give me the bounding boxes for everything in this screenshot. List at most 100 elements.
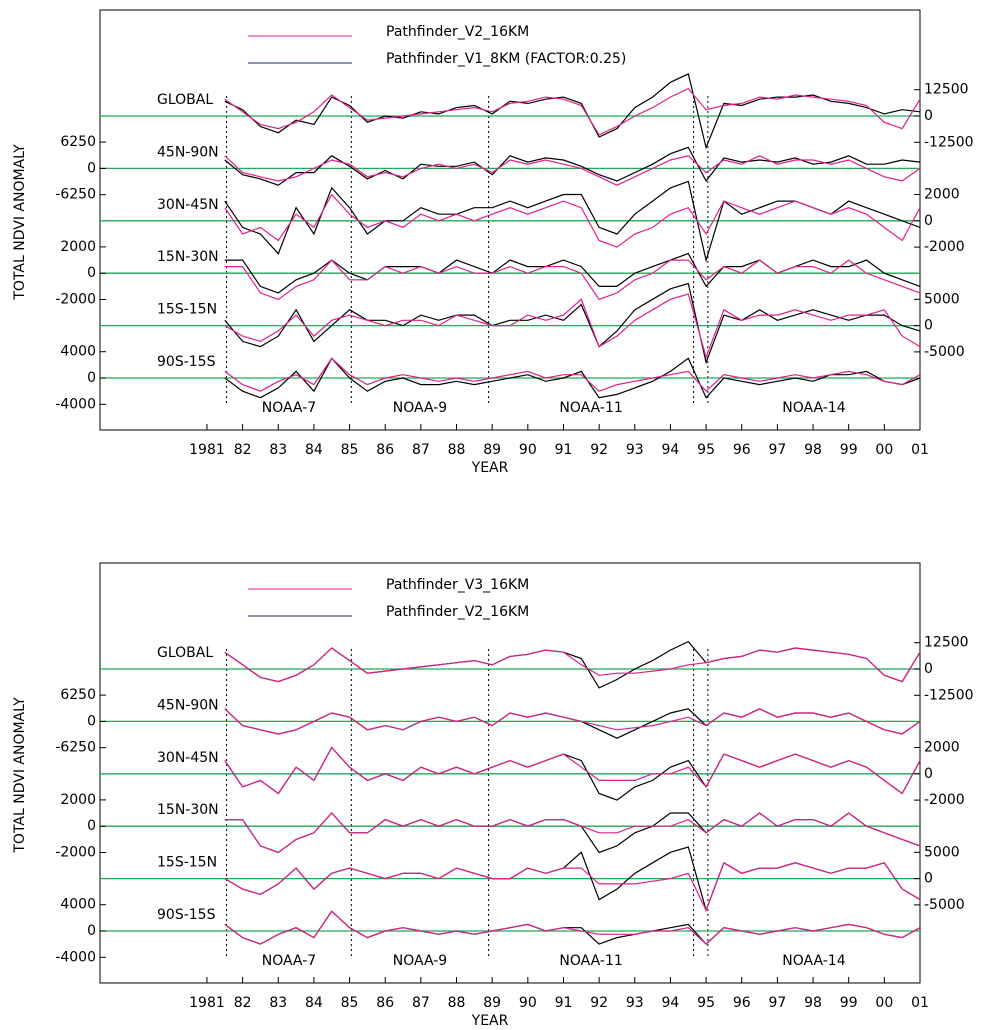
series-line (224, 357, 921, 393)
x-tick-label: 83 (269, 442, 287, 458)
y-tick-label: 0 (87, 818, 96, 834)
series-line (224, 259, 921, 301)
plot-frame (99, 9, 921, 431)
y-tick-label: 6250 (60, 134, 96, 150)
y-tick-label: -4000 (55, 396, 96, 412)
x-tick-label: 00 (875, 995, 893, 1011)
y-tick-label: 0 (87, 160, 96, 176)
series-line (224, 87, 921, 136)
satellite-label: NOAA-9 (393, 953, 447, 969)
series-line (224, 293, 921, 360)
series-line (224, 647, 921, 683)
x-tick-label: 1981 (189, 995, 225, 1011)
x-tick-label: 89 (483, 995, 501, 1011)
series-line (224, 73, 921, 150)
x-tick-label: 95 (697, 442, 715, 458)
y2-tick-label: 2000 (924, 187, 960, 203)
x-tick-label: 91 (555, 995, 573, 1011)
y-tick-label: -2000 (55, 292, 96, 308)
y2-tick-label: 0 (924, 871, 933, 887)
x-tick-label: 92 (590, 442, 608, 458)
y-axis-label: TOTAL NDVI ANOMALY (12, 144, 28, 301)
region-label: 30N-45N (157, 197, 219, 213)
series-line (224, 910, 921, 945)
region-label: 90S-15S (157, 907, 216, 923)
x-tick-label: 87 (412, 995, 430, 1011)
legend-label: Pathfinder_V3_16KM (386, 577, 529, 593)
series-line (224, 640, 921, 689)
y2-tick-label: 2000 (924, 740, 960, 756)
satellite-label: NOAA-7 (262, 400, 316, 416)
y-tick-label: -4000 (55, 949, 96, 965)
y2-tick-label: -2000 (924, 239, 965, 255)
x-tick-label: 89 (483, 442, 501, 458)
x-tick-label: 86 (376, 995, 394, 1011)
y-tick-label: -2000 (55, 845, 96, 861)
region-label: 15N-30N (157, 249, 219, 265)
series-line (224, 193, 921, 248)
region-label: 30N-45N (157, 750, 219, 766)
series-line (224, 708, 921, 735)
series-line (224, 746, 921, 795)
x-tick-label: 95 (697, 995, 715, 1011)
x-tick-label: 82 (234, 995, 252, 1011)
x-tick-label: 84 (305, 442, 323, 458)
satellite-label: NOAA-14 (782, 400, 845, 416)
series-line (224, 812, 921, 854)
x-tick-label: 82 (234, 442, 252, 458)
series-line (224, 861, 921, 912)
y2-tick-label: 12500 (924, 635, 969, 651)
series-line (224, 155, 921, 186)
satellite-label: NOAA-11 (559, 953, 622, 969)
y2-tick-label: 0 (924, 108, 933, 124)
y2-tick-label: -5000 (924, 897, 965, 913)
y-axis-label: TOTAL NDVI ANOMALY (12, 697, 28, 854)
x-tick-label: 86 (376, 442, 394, 458)
y-tick-label: 4000 (60, 897, 96, 913)
y2-tick-label: 5000 (924, 844, 960, 860)
x-tick-label: 93 (626, 442, 644, 458)
y2-tick-label: 0 (924, 213, 933, 229)
y-tick-label: -6250 (55, 187, 96, 203)
series-line (224, 812, 921, 854)
x-tick-label: 94 (662, 995, 680, 1011)
x-tick-label: 97 (768, 442, 786, 458)
legend-label: Pathfinder_V1_8KM (FACTOR:0.25) (386, 51, 626, 67)
x-tick-label: 85 (341, 995, 359, 1011)
x-axis-label: YEAR (471, 460, 509, 476)
y-tick-label: -6250 (55, 740, 96, 756)
y2-tick-label: -12500 (924, 134, 974, 150)
y2-tick-label: -5000 (924, 344, 965, 360)
x-tick-label: 98 (804, 995, 822, 1011)
x-tick-label: 94 (662, 442, 680, 458)
plot-frame (99, 562, 921, 984)
x-tick-label: 01 (911, 995, 929, 1011)
region-label: 15S-15N (157, 302, 217, 318)
x-tick-label: 99 (840, 995, 858, 1011)
y2-tick-label: -2000 (924, 792, 965, 808)
x-tick-label: 98 (804, 442, 822, 458)
x-tick-label: 00 (875, 442, 893, 458)
x-tick-label: 96 (733, 995, 751, 1011)
x-axis-label: YEAR (471, 1013, 509, 1029)
x-tick-label: 01 (911, 442, 929, 458)
satellite-label: NOAA-14 (782, 953, 845, 969)
x-tick-label: 96 (733, 442, 751, 458)
region-label: GLOBAL (157, 92, 213, 108)
y-tick-label: 4000 (60, 344, 96, 360)
x-tick-label: 87 (412, 442, 430, 458)
y-tick-label: 2000 (60, 792, 96, 808)
satellite-label: NOAA-7 (262, 953, 316, 969)
y2-tick-label: 12500 (924, 82, 969, 98)
x-tick-label: 92 (590, 995, 608, 1011)
legend-label: Pathfinder_V2_16KM (386, 604, 529, 620)
series-line (224, 252, 921, 294)
region-label: 15N-30N (157, 802, 219, 818)
x-tick-label: 83 (269, 995, 287, 1011)
x-tick-label: 93 (626, 995, 644, 1011)
x-tick-label: 88 (448, 442, 466, 458)
y-tick-label: 2000 (60, 239, 96, 255)
region-label: 45N-90N (157, 697, 219, 713)
y-tick-label: 6250 (60, 687, 96, 703)
x-tick-label: 99 (840, 442, 858, 458)
